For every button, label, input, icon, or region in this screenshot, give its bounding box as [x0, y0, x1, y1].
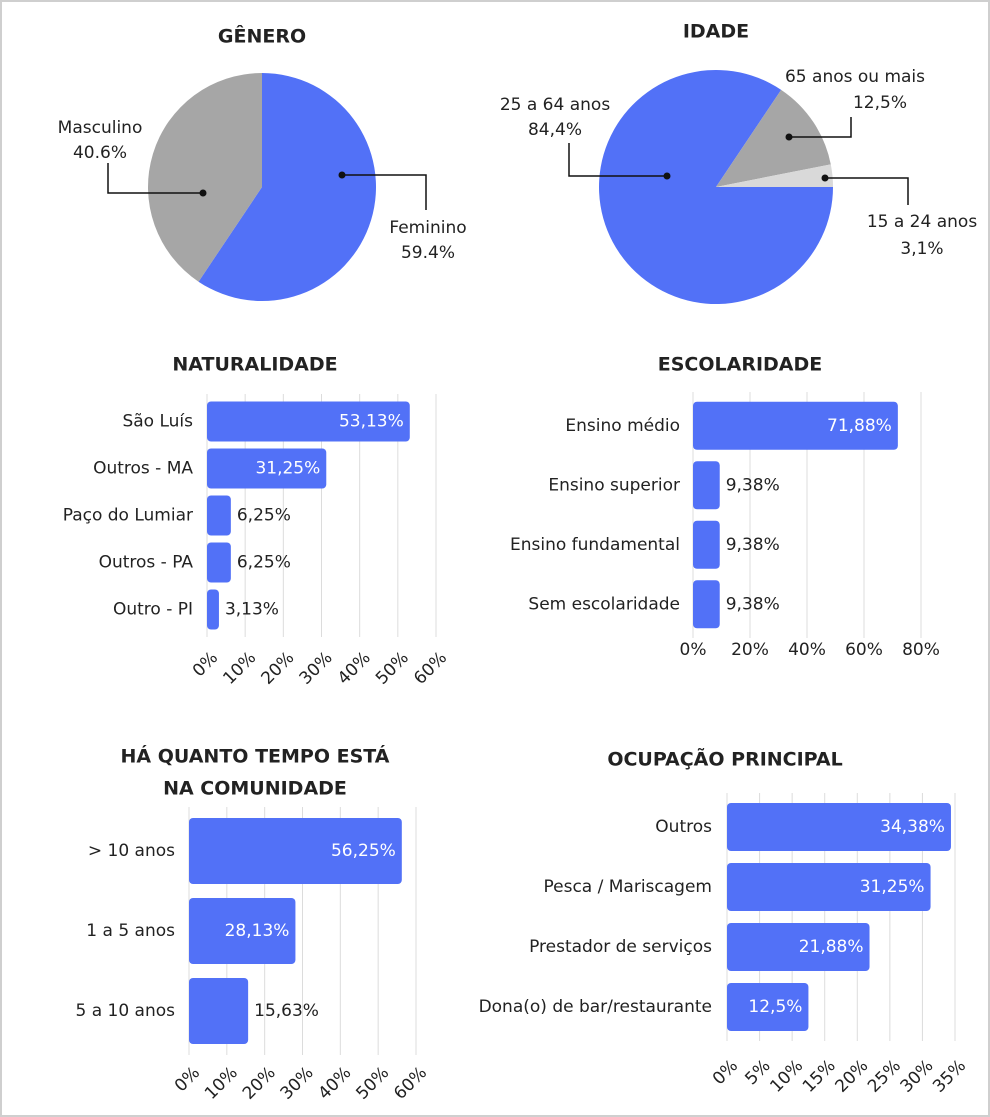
- leader-line: [568, 143, 667, 177]
- category-label: Outros - PA: [99, 553, 194, 573]
- category-label: Paço do Lumiar: [63, 506, 193, 526]
- leader-line: [825, 177, 909, 205]
- slice-label: 15 a 24 anos: [867, 212, 977, 232]
- bar: [207, 495, 231, 536]
- value-label: 31,25%: [860, 877, 925, 897]
- value-label: 53,13%: [339, 412, 404, 432]
- chart-title: HÁ QUANTO TEMPO ESTÁ: [121, 745, 390, 768]
- category-label: Dona(o) de bar/restaurante: [479, 997, 712, 1017]
- value-label: 6,25%: [237, 553, 291, 573]
- value-label: 3,13%: [225, 600, 279, 620]
- leader-dot: [338, 171, 346, 179]
- bar: [727, 803, 951, 851]
- chart-title: OCUPAÇÃO PRINCIPAL: [607, 747, 842, 771]
- x-tick-label: 20%: [731, 640, 769, 660]
- value-label: 28,13%: [225, 921, 290, 941]
- bar: [727, 923, 870, 971]
- value-label: 34,38%: [880, 817, 945, 837]
- slice-label: 25 a 64 anos: [500, 95, 610, 115]
- bar: [693, 580, 720, 629]
- bar: [189, 898, 296, 964]
- value-label: 31,25%: [255, 459, 320, 479]
- bar: [207, 542, 231, 583]
- bar: [189, 978, 249, 1044]
- category-label: Prestador de serviços: [529, 937, 712, 957]
- bar: [189, 818, 402, 884]
- x-tick-label: 0%: [680, 640, 707, 660]
- value-label: 71,88%: [827, 416, 892, 436]
- value-label: 56,25%: [331, 841, 396, 861]
- value-label: 9,38%: [726, 475, 780, 495]
- category-label: Ensino médio: [565, 416, 680, 436]
- slice-label: Masculino: [58, 118, 143, 138]
- chart-title: IDADE: [683, 21, 749, 43]
- bar: [693, 461, 720, 510]
- slice-value: 59.4%: [401, 243, 455, 263]
- pie-slice: [716, 89, 831, 187]
- pie-slice: [599, 70, 833, 305]
- chart-title: GÊNERO: [218, 25, 306, 48]
- category-label: Outros - MA: [93, 459, 193, 479]
- slice-value: 84,4%: [528, 120, 582, 140]
- leader-dot: [785, 133, 793, 141]
- category-label: São Luís: [122, 412, 193, 432]
- bar: [693, 520, 720, 569]
- chart-title: ESCOLARIDADE: [658, 354, 823, 376]
- category-label: Outro - PI: [113, 600, 193, 620]
- slice-value: 40.6%: [73, 143, 127, 163]
- value-label: 9,38%: [726, 594, 780, 614]
- bar: [207, 448, 327, 489]
- bar: [207, 589, 219, 630]
- category-label: Outros: [655, 817, 712, 837]
- category-label: 1 a 5 anos: [86, 921, 175, 941]
- category-label: Ensino fundamental: [510, 535, 680, 555]
- bar: [727, 863, 931, 911]
- category-label: Pesca / Mariscagem: [544, 877, 713, 897]
- pie-slice: [716, 164, 833, 187]
- leader-line: [342, 174, 427, 210]
- x-tick-label: 40%: [788, 640, 826, 660]
- leader-dot: [199, 189, 207, 197]
- category-label: 5 a 10 anos: [75, 1001, 175, 1021]
- pie-slice: [147, 73, 262, 282]
- x-tick-label: 60%: [845, 640, 883, 660]
- category-label: Sem escolaridade: [528, 594, 680, 614]
- slice-label: Feminino: [389, 218, 466, 238]
- value-label: 6,25%: [237, 506, 291, 526]
- category-label: > 10 anos: [88, 841, 175, 861]
- leader-dot: [821, 174, 829, 182]
- bar: [693, 401, 898, 450]
- chart-title: NA COMUNIDADE: [163, 778, 347, 800]
- pie-slice: [198, 73, 376, 301]
- value-label: 15,63%: [254, 1001, 319, 1021]
- leader-line: [107, 163, 203, 194]
- bar: [727, 983, 809, 1031]
- chart-title: NATURALIDADE: [172, 354, 337, 376]
- bar: [207, 401, 410, 442]
- leader-line: [789, 117, 852, 138]
- slice-value: 3,1%: [900, 239, 943, 259]
- value-label: 12,5%: [748, 997, 802, 1017]
- category-label: Ensino superior: [548, 475, 680, 495]
- value-label: 9,38%: [726, 535, 780, 555]
- leader-dot: [663, 172, 671, 180]
- slice-value: 12,5%: [853, 93, 907, 113]
- value-label: 21,88%: [799, 937, 864, 957]
- x-tick-label: 80%: [902, 640, 940, 660]
- slice-label: 65 anos ou mais: [785, 67, 925, 87]
